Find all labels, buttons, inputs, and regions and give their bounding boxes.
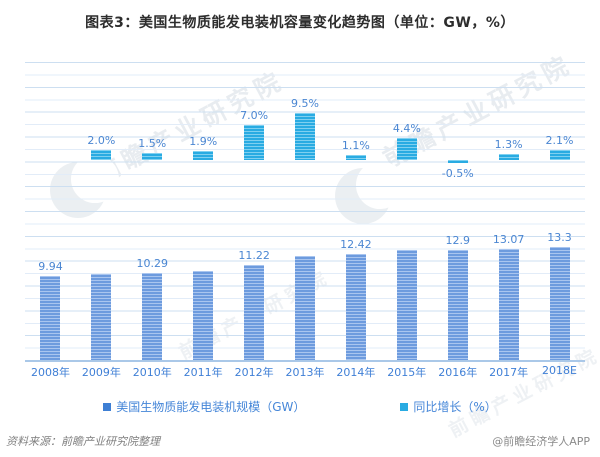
growth-value-label: 1.5% [138,136,167,150]
legend: 美国生物质能发电装机规模（GW） 同比增长（%） [0,398,600,415]
capacity-bar [40,275,61,360]
chart-column: 4.4% [381,62,432,360]
plot-area: 9.94 2.0% 1.5% 10.29 1.9% 7.0% 11.22 9.5% 1.1% 12… [25,62,585,362]
chart-column: 9.94 [25,62,76,360]
capacity-value-label: 9.94 [38,259,63,273]
chart-title: 图表3：美国生物质能发电装机容量变化趋势图（单位：GW，%） [85,15,515,31]
capacity-bar [396,249,417,360]
x-axis-label: 2012年 [234,366,274,379]
chart-column: 1.9% [178,62,229,360]
capacity-bar [549,246,570,360]
legend-label-capacity: 美国生物质能发电装机规模（GW） [116,400,306,414]
growth-bar [447,160,468,163]
x-axis-label: 2016年 [438,366,478,379]
x-axis-label: 2015年 [387,366,427,379]
growth-value-label: 2.1% [545,133,574,147]
growth-bar [396,138,417,160]
x-axis-label: 2008年 [30,366,70,379]
chart-column: 7.0% 11.22 [229,62,280,360]
growth-value-label: -0.5% [441,166,474,180]
legend-label-growth: 同比增长（%） [413,400,497,414]
chart-column: 2.1% 13.3 [534,62,585,360]
capacity-value-label: 11.22 [238,248,270,262]
growth-bar [244,125,265,160]
x-axis-label: 2018E [542,364,577,377]
growth-bar [193,150,214,160]
source-note: 资料来源：前瞻产业研究院整理 [6,435,160,448]
growth-bar [142,152,163,160]
capacity-value-label: 12.42 [340,238,372,252]
capacity-bar [498,248,519,360]
growth-bar [345,154,366,160]
growth-bar [294,112,315,160]
capacity-bar [142,272,163,360]
x-axis-label: 2009年 [81,366,121,379]
capacity-value-label: 13.07 [492,232,525,246]
growth-value-label: 9.5% [291,96,319,110]
capacity-value-label: 13.3 [547,230,572,244]
x-axis-label: 2017年 [489,366,529,379]
chart-column: 1.5% 10.29 [127,62,178,360]
x-axis-label: 2014年 [336,366,376,379]
capacity-swatch-icon [103,402,112,411]
credit-note: @前瞻经济学人APP [492,435,590,448]
x-axis-label: 2010年 [132,366,172,379]
growth-value-label: 1.9% [189,134,218,148]
growth-value-label: 1.3% [494,137,523,151]
capacity-value-label: 12.9 [445,234,470,248]
growth-bar [498,153,519,160]
growth-value-label: 7.0% [240,109,269,122]
growth-value-label: 4.4% [392,122,421,135]
growth-value-label: 2.0% [87,134,116,147]
growth-bar [91,150,112,160]
chart-column: 9.5% [280,62,331,360]
x-axis-label: 2011年 [183,366,223,379]
chart-column: 2.0% [76,62,127,360]
capacity-bar [91,273,112,360]
chart-column: -0.5% 12.9 [432,62,483,360]
capacity-value-label: 10.29 [136,256,169,270]
legend-item-capacity: 美国生物质能发电装机规模（GW） [103,398,305,415]
x-axis: 2008年 2009年 2010年 2011年 2012年 2013年 2014年 2015年… [25,364,585,380]
x-axis-label: 2013年 [285,366,325,379]
capacity-bar [345,254,366,360]
legend-item-growth: 同比增长（%） [400,398,497,415]
growth-bar [549,149,570,160]
growth-value-label: 1.1% [341,138,370,152]
capacity-bar [294,255,315,360]
growth-swatch-icon [400,402,409,411]
capacity-bar [447,250,468,360]
chart-column: 1.3% 13.07 [483,62,534,360]
chart-column: 1.1% 12.42 [330,62,381,360]
capacity-bar [193,270,214,360]
capacity-bar [244,264,265,360]
